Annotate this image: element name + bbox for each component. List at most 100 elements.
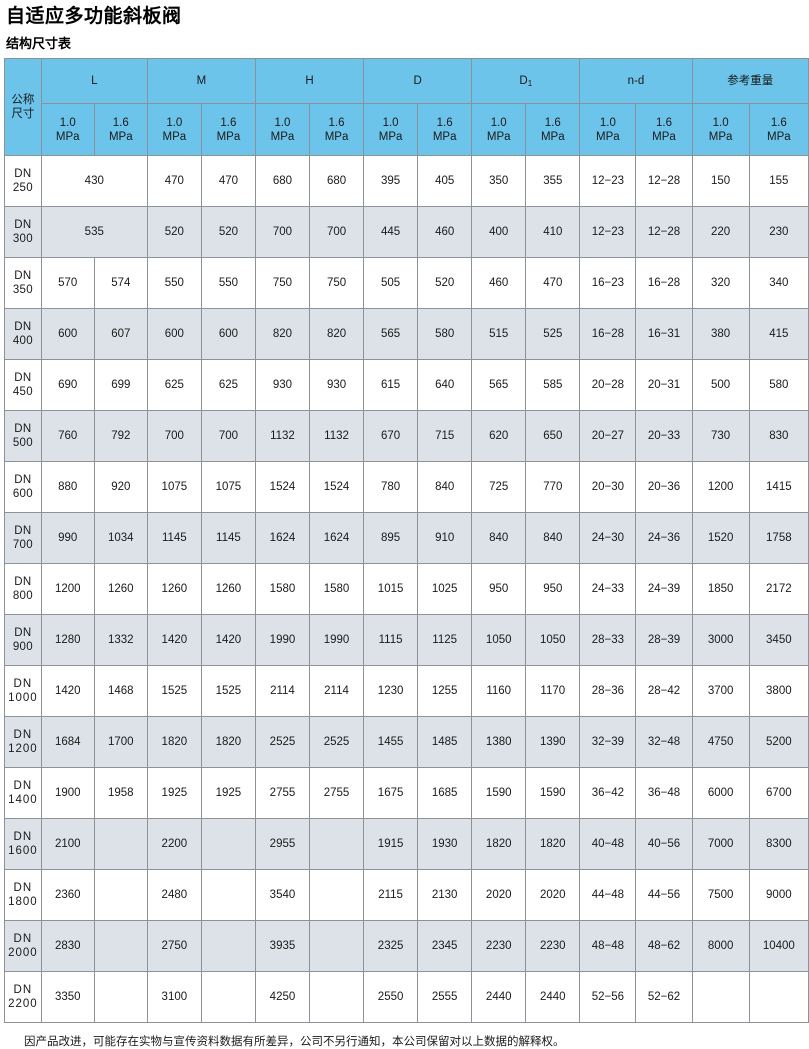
table-row: DN 1400 1900 1958 1925 1925 2755 2755 1675 1685 15…: [4, 767, 809, 819]
cell-H-1.6MPa: 1524: [308, 461, 365, 513]
row-header-nominal-size: DN 1200: [4, 716, 42, 768]
column-group-H: H: [254, 58, 365, 104]
cell-M-1.0MPa: 470: [146, 155, 202, 207]
cell-D1-1.0MPa: 350: [471, 155, 527, 207]
row-header-nominal-size: DN 400: [4, 308, 42, 360]
pressure-unit: MPa: [432, 130, 457, 143]
column-group-D: D: [363, 58, 473, 104]
cell-L-1.6MPa: 1700: [93, 716, 148, 768]
cell-D1-1.6MPa: 1170: [525, 665, 581, 717]
cell-nd-1.0MPa: 20−28: [579, 359, 637, 411]
cell-H-1.6MPa: 1990: [308, 614, 365, 666]
subheader-H-1.6MPa: 1.6 MPa: [308, 103, 365, 156]
cell-L-1.0MPa: 535: [40, 206, 148, 258]
cell-H-1.6MPa: 2755: [308, 767, 365, 819]
dn-prefix: DN: [14, 372, 32, 384]
table-row: DN 1600 2100 2200 2955 1915 1930 1820 1820 40−48 4…: [4, 818, 809, 870]
cell-D-1.0MPa: 1115: [363, 614, 419, 666]
dn-size: 1200: [8, 743, 38, 755]
cell-weight-1.6MPa: 230: [748, 206, 809, 258]
cell-H-1.0MPa: 680: [254, 155, 311, 207]
pressure-value: 1.6: [544, 116, 561, 129]
cell-D-1.6MPa: 520: [417, 257, 473, 309]
cell-D-1.6MPa: 1685: [417, 767, 473, 819]
cell-M-1.6MPa: 550: [200, 257, 256, 309]
cell-M-1.0MPa: 1260: [146, 563, 202, 615]
cell-H-1.0MPa: 700: [254, 206, 311, 258]
nominal-size-line1: 公称: [11, 94, 35, 106]
cell-D1-1.6MPa: 770: [525, 461, 581, 513]
cell-M-1.6MPa: 520: [200, 206, 256, 258]
cell-M-1.0MPa: 2200: [146, 818, 202, 870]
cell-L-1.6MPa: 920: [93, 461, 148, 513]
pressure-value: 1.0: [166, 116, 183, 129]
cell-H-1.0MPa: 2755: [254, 767, 311, 819]
cell-D1-1.0MPa: 460: [471, 257, 527, 309]
cell-M-1.6MPa: 1420: [200, 614, 256, 666]
cell-M-1.0MPa: 3100: [146, 971, 202, 1023]
cell-M-1.6MPa: 1145: [200, 512, 256, 564]
subheader-weight-1.0MPa: 1.0 MPa: [691, 103, 750, 156]
pressure-unit: MPa: [540, 130, 565, 143]
cell-D1-1.6MPa: 1050: [525, 614, 581, 666]
row-header-nominal-size: DN 2000: [4, 920, 42, 972]
column-group-D1: D1: [471, 58, 581, 104]
pressure-unit: MPa: [708, 130, 733, 143]
spec-sheet-page: 自适应多功能斜板阀 结构尺寸表 公称 尺寸 L M H D D1: [0, 6, 809, 1049]
cell-M-1.6MPa: 600: [200, 308, 256, 360]
dn-size: 900: [12, 641, 33, 653]
cell-D-1.6MPa: 715: [417, 410, 473, 462]
cell-L-1.0MPa: 1200: [40, 563, 95, 615]
cell-D-1.0MPa: 780: [363, 461, 419, 513]
row-header-nominal-size: DN 2200: [4, 971, 42, 1023]
cell-D-1.0MPa: 615: [363, 359, 419, 411]
cell-H-1.0MPa: 750: [254, 257, 311, 309]
header-group-row: 公称 尺寸 L M H D D1 n-d 参考重量: [4, 58, 809, 156]
cell-M-1.0MPa: 2480: [146, 869, 202, 921]
cell-M-1.0MPa: 2750: [146, 920, 202, 972]
pressure-value: 1.0: [59, 116, 76, 129]
cell-M-1.6MPa: [200, 818, 256, 870]
cell-H-1.0MPa: 2955: [254, 818, 311, 870]
table-row: DN 500 760 792 700 700 1132 1132 670 715 620 650 20−…: [4, 410, 809, 462]
cell-L-1.6MPa: [93, 818, 148, 870]
cell-L-1.6MPa: 607: [93, 308, 148, 360]
dn-prefix: DN: [14, 423, 32, 435]
dn-size: 800: [12, 590, 33, 602]
cell-nd-1.6MPa: 16−31: [635, 308, 693, 360]
pressure-value: 1.0: [274, 116, 291, 129]
row-header-nominal-size: DN 1000: [4, 665, 42, 717]
dn-prefix: DN: [14, 627, 32, 639]
cell-nd-1.0MPa: 24−30: [579, 512, 637, 564]
column-group-nd: n-d: [579, 58, 693, 104]
disclaimer-note: 因产品改进，可能存在实物与宣传资料数据有所差异，公司不另行通知，本公司保留对以上…: [24, 1034, 565, 1048]
cell-nd-1.6MPa: 24−36: [635, 512, 693, 564]
cell-nd-1.0MPa: 36−42: [579, 767, 637, 819]
cell-D1-1.0MPa: 2230: [471, 920, 527, 972]
structural-dimensions-table: 公称 尺寸 L M H D D1 n-d 参考重量 1.0 MPa 1.6 MPa …: [4, 58, 809, 1023]
cell-D-1.6MPa: 580: [417, 308, 473, 360]
dn-prefix: DN: [14, 321, 32, 333]
cell-L-1.6MPa: 1958: [93, 767, 148, 819]
cell-nd-1.6MPa: 12−28: [635, 155, 693, 207]
cell-D-1.0MPa: 1015: [363, 563, 419, 615]
cell-D-1.6MPa: 640: [417, 359, 473, 411]
cell-M-1.6MPa: 1820: [200, 716, 256, 768]
pressure-value: 1.0: [490, 116, 507, 129]
cell-weight-1.0MPa: 500: [691, 359, 750, 411]
table-row: DN 1000 1420 1468 1525 1525 2114 2114 1230 1255 11…: [4, 665, 809, 717]
cell-L-1.6MPa: 1332: [93, 614, 148, 666]
cell-nd-1.0MPa: 24−33: [579, 563, 637, 615]
cell-nd-1.0MPa: 12−23: [579, 155, 637, 207]
row-header-nominal-size: DN 1800: [4, 869, 42, 921]
cell-L-1.0MPa: 2100: [40, 818, 95, 870]
cell-weight-1.0MPa: 4750: [691, 716, 750, 768]
cell-D-1.0MPa: 1675: [363, 767, 419, 819]
cell-weight-1.6MPa: [748, 971, 809, 1023]
cell-L-1.0MPa: 1420: [40, 665, 95, 717]
cell-D-1.0MPa: 670: [363, 410, 419, 462]
cell-D1-1.0MPa: 400: [471, 206, 527, 258]
cell-M-1.0MPa: 1145: [146, 512, 202, 564]
pressure-unit: MPa: [767, 130, 791, 143]
cell-D-1.6MPa: 840: [417, 461, 473, 513]
